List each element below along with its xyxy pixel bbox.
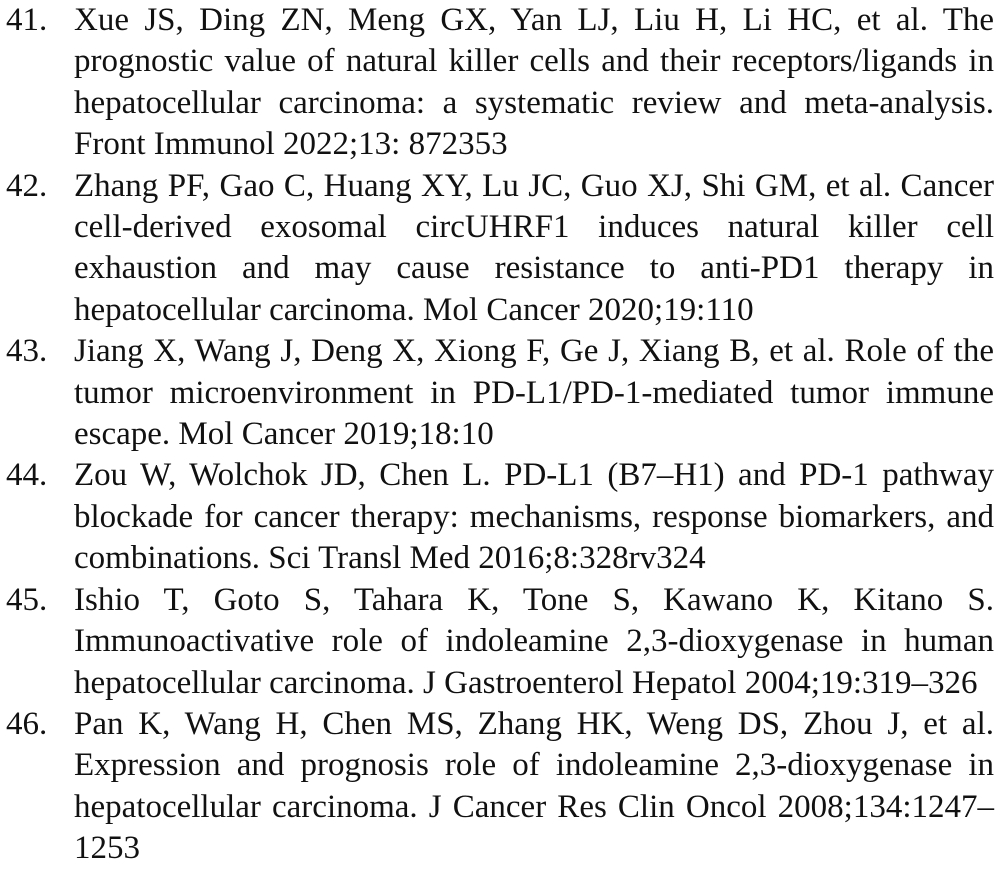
reference-text: Zou W, Wolchok JD, Chen L. PD-L1 (B7–H1)… (74, 457, 994, 577)
reference-item: 46. Pan K, Wang H, Chen MS, Zhang HK, We… (6, 704, 994, 870)
reference-text: Pan K, Wang H, Chen MS, Zhang HK, Weng D… (74, 705, 994, 867)
reference-number: 41. (6, 2, 48, 38)
reference-text: Jiang X, Wang J, Deng X, Xiong F, Ge J, … (74, 333, 994, 453)
reference-text: Ishio T, Goto S, Tahara K, Tone S, Kawan… (74, 581, 994, 701)
reference-item: 42. Zhang PF, Gao C, Huang XY, Lu JC, Gu… (6, 166, 994, 332)
reference-number: 43. (6, 333, 48, 370)
reference-number: 42. (6, 167, 48, 204)
reference-text: Zhang PF, Gao C, Huang XY, Lu JC, Guo XJ… (74, 167, 994, 328)
reference-number: 46. (6, 705, 48, 742)
reference-item: 45. Ishio T, Goto S, Tahara K, Tone S, K… (6, 580, 994, 704)
reference-text: Xue JS, Ding ZN, Meng GX, Yan LJ, Liu H,… (74, 2, 994, 163)
reference-number: 45. (6, 581, 48, 618)
reference-item: 41. Xue JS, Ding ZN, Meng GX, Yan LJ, Li… (6, 0, 994, 166)
reference-item: 43. Jiang X, Wang J, Deng X, Xiong F, Ge… (6, 331, 994, 455)
reference-list: 41. Xue JS, Ding ZN, Meng GX, Yan LJ, Li… (6, 0, 994, 870)
reference-item: 44. Zou W, Wolchok JD, Chen L. PD-L1 (B7… (6, 455, 994, 579)
reference-number: 44. (6, 457, 48, 494)
